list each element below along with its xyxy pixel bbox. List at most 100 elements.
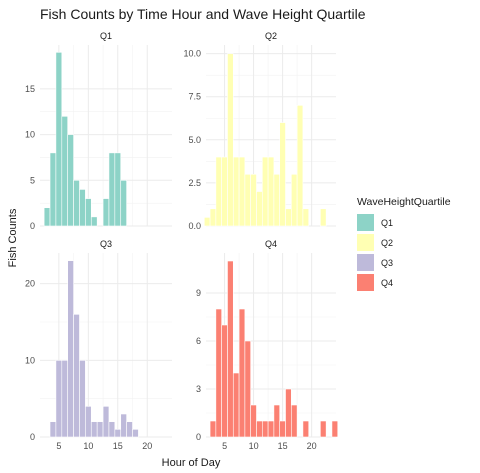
histogram-bar <box>320 420 327 438</box>
histogram-bar <box>85 406 92 438</box>
histogram-bar <box>108 421 116 438</box>
histogram-bar <box>296 105 304 227</box>
legend-key-q3 <box>357 254 374 271</box>
facet-q2: Q2 0.0 2.5 5.0 7.5 10.0 <box>183 31 336 231</box>
y-tick-label: 2.5 <box>188 178 201 188</box>
x-tick-label: 10 <box>83 441 93 451</box>
histogram-bar <box>132 429 139 438</box>
histogram-bar <box>273 173 281 227</box>
histogram-bar <box>302 420 310 438</box>
histogram-bar <box>79 189 86 227</box>
y-tick-label: 9 <box>196 288 201 298</box>
histogram-bar <box>232 372 240 438</box>
histogram-bar <box>291 173 298 227</box>
histogram-bar <box>302 208 310 227</box>
x-tick-label: 20 <box>142 441 152 451</box>
x-tick-label: 5 <box>222 441 227 451</box>
histogram-bar <box>320 208 327 227</box>
histogram-bar <box>267 156 275 227</box>
facet-strip-label: Q1 <box>100 31 112 41</box>
y-tick-label: 5 <box>30 175 35 185</box>
legend-label-q3: Q3 <box>381 258 393 268</box>
y-tick-label: 0.0 <box>188 221 201 231</box>
y-tick-label: 10 <box>25 130 35 140</box>
legend-label-q2: Q2 <box>381 238 393 248</box>
histogram-bar <box>108 152 116 227</box>
legend-key-q1 <box>357 214 374 231</box>
histogram-bar <box>79 360 86 438</box>
histogram-bar <box>244 340 251 438</box>
histogram-bar <box>279 122 286 227</box>
y-tick-label: 7.5 <box>188 92 201 102</box>
histogram-bar <box>114 429 122 438</box>
histogram-bar <box>61 116 68 227</box>
legend-title: WaveHeightQuartile <box>357 196 451 208</box>
facet-q1: Q1 0 5 10 15 <box>25 31 172 231</box>
histogram-bar <box>215 308 222 438</box>
histogram-bar <box>55 360 63 438</box>
y-axis-title: Fish Counts <box>7 208 19 267</box>
facet-q3: Q3 0 10 20 5 10 15 20 <box>25 239 172 451</box>
facet-strip-label: Q4 <box>265 239 277 249</box>
y-tick-label: 0 <box>30 432 35 442</box>
legend-key-q4 <box>357 274 374 291</box>
histogram-bar <box>43 207 51 227</box>
x-axis-title: Hour of Day <box>162 457 221 469</box>
x-tick-label: 15 <box>113 441 123 451</box>
legend-key-q2 <box>357 234 374 251</box>
x-tick-label: 5 <box>56 441 61 451</box>
histogram-bar <box>67 260 74 438</box>
histogram-bar <box>73 179 80 227</box>
histogram-bar <box>55 52 63 227</box>
facet-panels: Q1 0 5 10 15 Q2 0.0 2.5 5.0 7.5 10.0 Q3 0 10 20 5 10 15 20… <box>25 31 339 451</box>
histogram-bar <box>331 420 339 438</box>
y-tick-label: 15 <box>25 84 35 94</box>
histogram-bar <box>49 152 57 227</box>
histogram-bar <box>261 420 269 438</box>
y-tick-label: 0 <box>196 432 201 442</box>
histogram-bar <box>227 260 234 438</box>
histogram-bar <box>102 406 110 438</box>
histogram-bar <box>203 217 211 227</box>
y-tick-label: 10.0 <box>183 49 201 59</box>
y-tick-label: 10 <box>25 355 35 365</box>
histogram-bar <box>244 173 251 227</box>
y-tick-label: 3 <box>196 384 201 394</box>
y-tick-label: 5.0 <box>188 135 201 145</box>
x-tick-label: 20 <box>307 441 317 451</box>
histogram-bar <box>285 208 292 227</box>
x-tick-label: 10 <box>249 441 259 451</box>
histogram-bar <box>209 208 217 227</box>
histogram-bar <box>285 388 292 438</box>
histogram-bar <box>126 421 133 438</box>
histogram-bar <box>90 216 98 227</box>
histogram-bar <box>238 156 246 227</box>
histogram-bar <box>67 134 74 227</box>
histogram-bar <box>61 360 68 438</box>
histogram-bar <box>273 404 281 438</box>
legend: WaveHeightQuartile Q1 Q2 Q3 Q4 <box>357 196 451 291</box>
histogram-bar <box>102 198 110 227</box>
legend-label-q1: Q1 <box>381 218 393 228</box>
histogram-bar <box>291 404 298 438</box>
histogram-bar <box>256 191 263 227</box>
histogram-bar <box>261 156 269 227</box>
histogram-bar <box>120 413 127 438</box>
facet-strip-label: Q3 <box>100 239 112 249</box>
histogram-bar <box>221 156 228 227</box>
histogram-bar <box>215 156 222 227</box>
histogram-bar <box>227 53 234 227</box>
histogram-bar <box>120 179 127 227</box>
y-tick-label: 0 <box>30 221 35 231</box>
histogram-bar <box>267 420 275 438</box>
y-tick-label: 6 <box>196 336 201 346</box>
histogram-bar <box>73 314 80 438</box>
histogram-bar <box>96 421 104 438</box>
y-tick-label: 20 <box>25 279 35 289</box>
histogram-bar <box>250 173 257 227</box>
histogram-bar <box>238 308 246 438</box>
histogram-bar <box>279 420 286 438</box>
histogram-bar <box>232 156 240 227</box>
histogram-bar <box>85 198 92 227</box>
